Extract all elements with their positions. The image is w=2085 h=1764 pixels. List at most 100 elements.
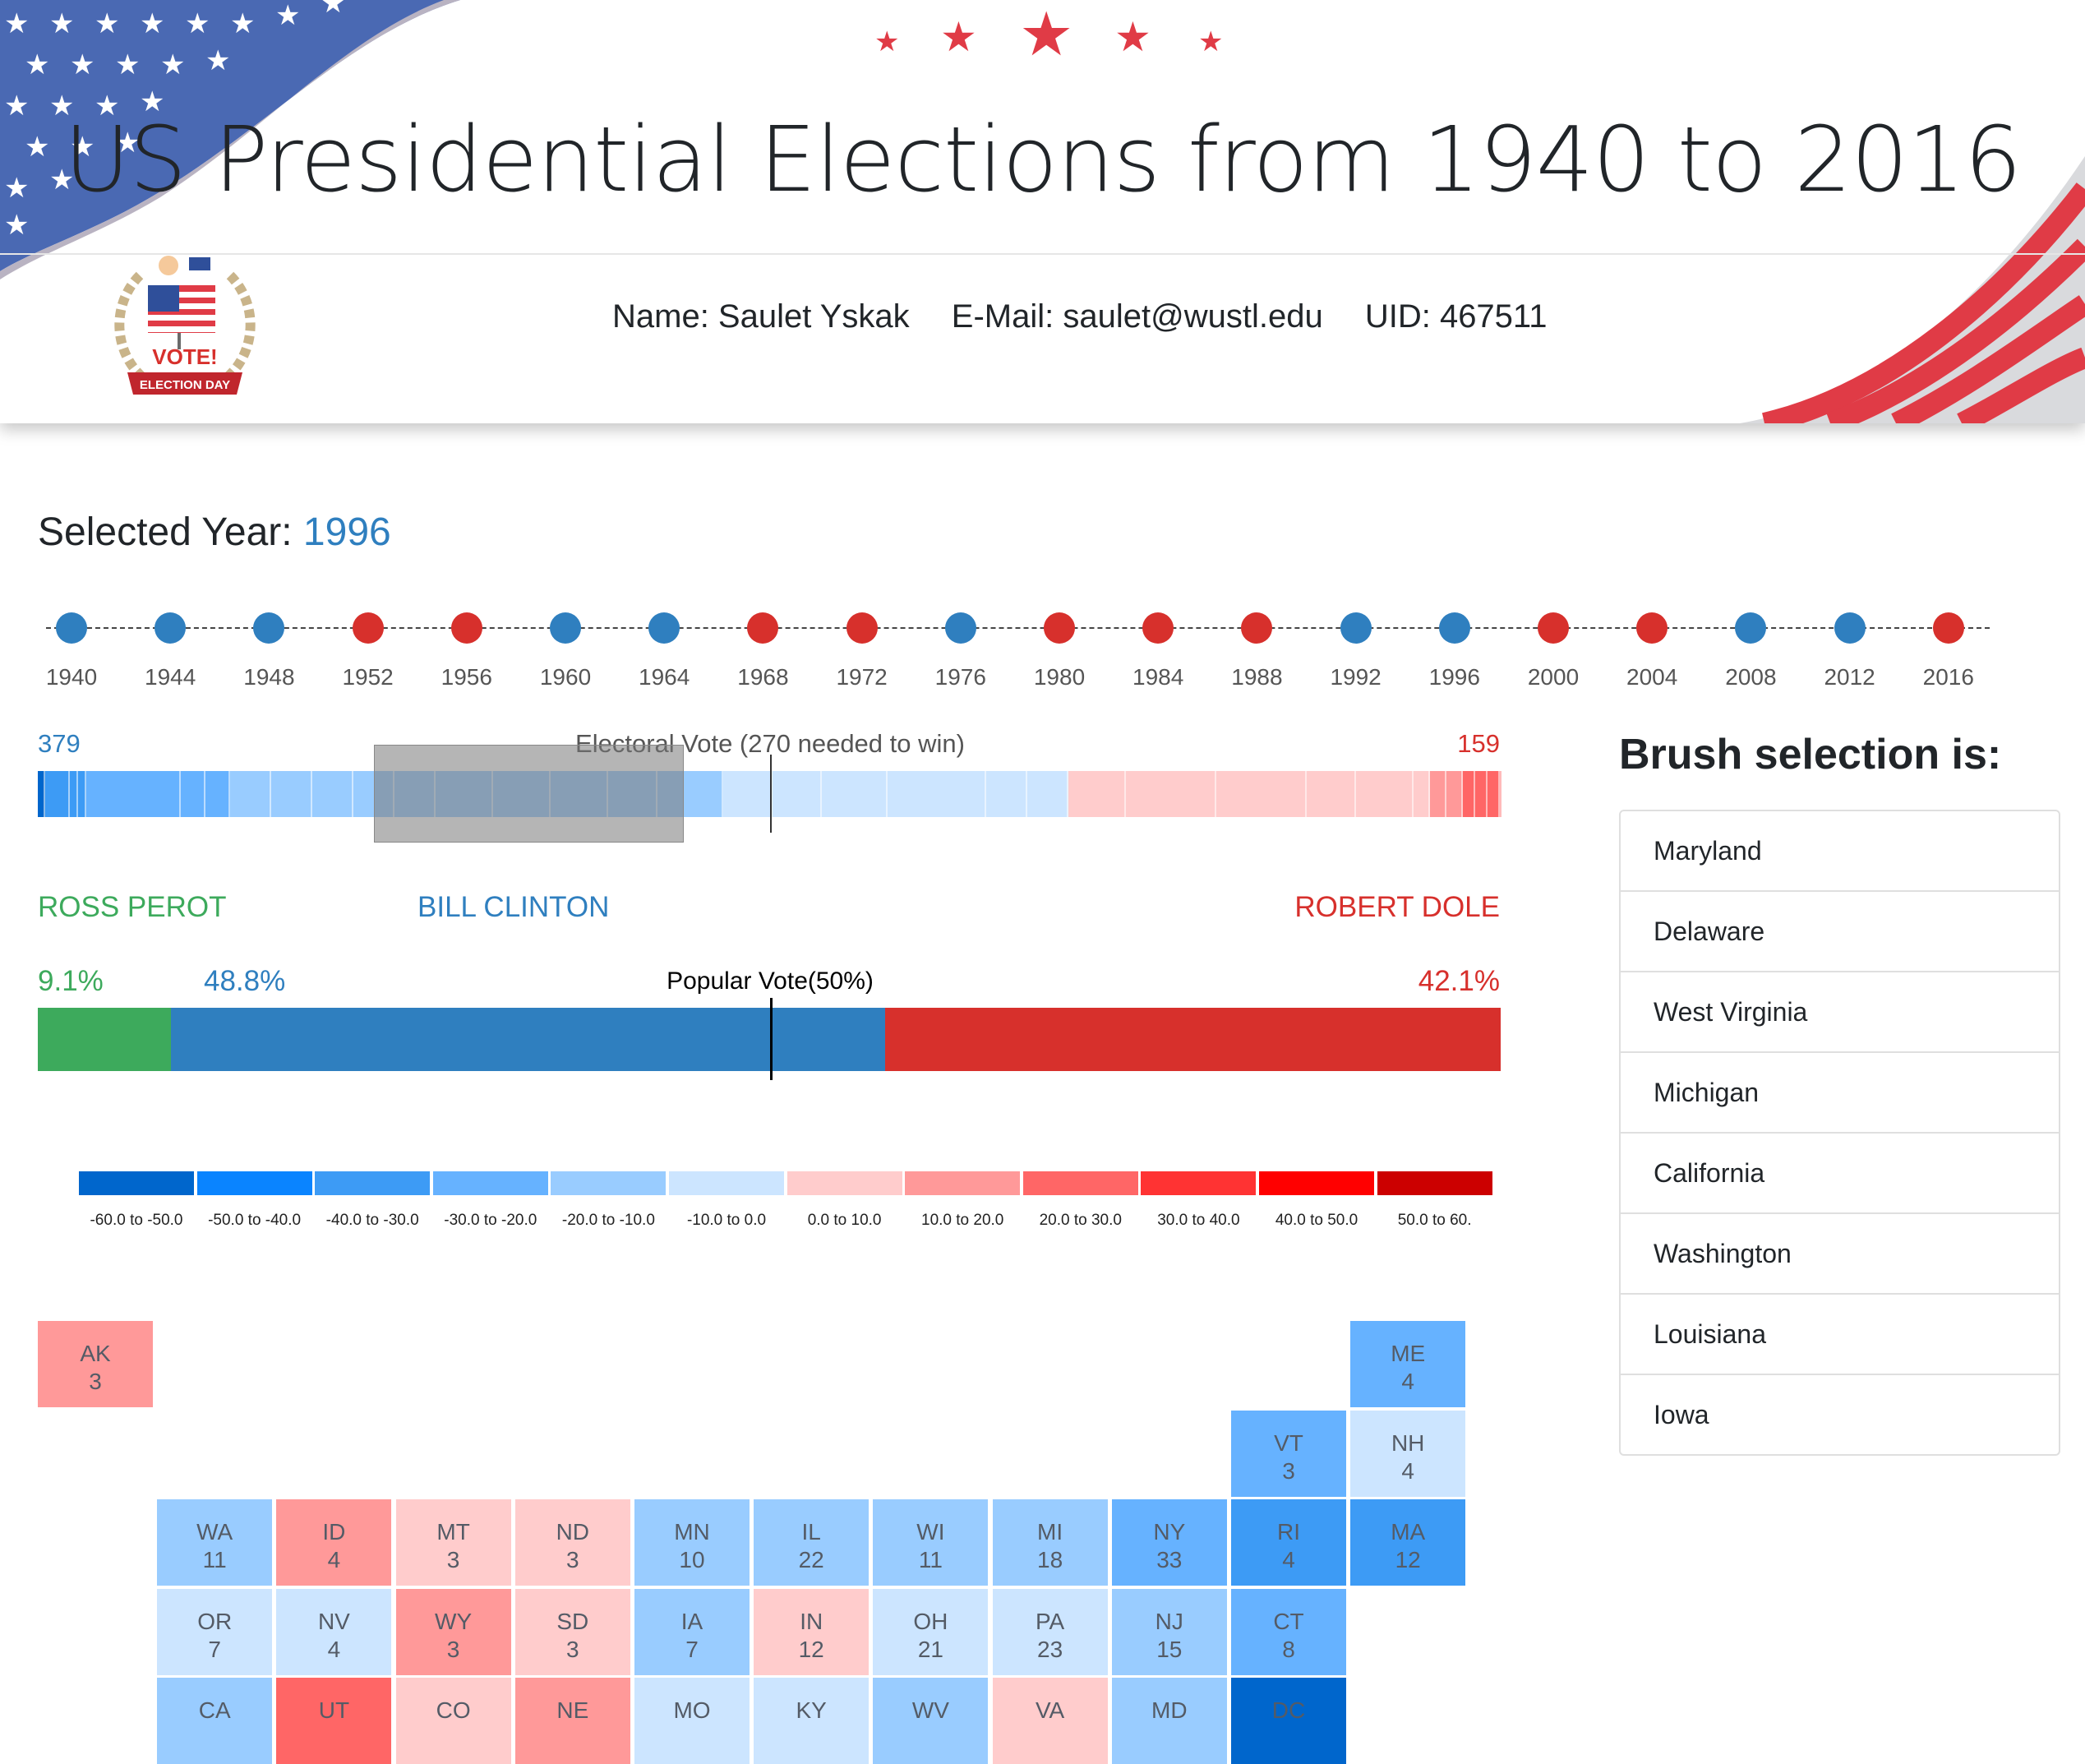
state-tile-il[interactable]: IL 22 [754, 1499, 869, 1586]
legend-label: 40.0 to 50.0 [1275, 1212, 1358, 1230]
svg-text:★: ★ [49, 7, 74, 40]
state-tile-oh[interactable]: OH 21 [873, 1589, 988, 1675]
legend-swatch [905, 1171, 1020, 1195]
list-item: Maryland [1621, 811, 2059, 892]
state-tile-ne[interactable]: NE [515, 1678, 630, 1764]
state-abbr: SD [515, 1608, 630, 1636]
electoral-segment [822, 771, 888, 817]
year-dot-1988[interactable] [1241, 612, 1272, 644]
state-electoral-votes: 11 [873, 1546, 988, 1574]
electoral-segment [1500, 771, 1501, 817]
state-tile-ia[interactable]: IA 7 [634, 1589, 750, 1675]
year-dot-1996[interactable] [1439, 612, 1470, 644]
year-timeline-line [46, 627, 1990, 629]
state-tile-or[interactable]: OR 7 [157, 1589, 272, 1675]
year-label: 1960 [540, 664, 591, 690]
state-tile-ak[interactable]: AK 3 [38, 1321, 153, 1407]
svg-text:★: ★ [205, 44, 230, 77]
state-abbr: RI [1231, 1518, 1346, 1546]
state-electoral-votes: 3 [396, 1636, 511, 1664]
electoral-segment [1356, 771, 1414, 817]
legend-swatch [79, 1171, 194, 1195]
state-tile-wy[interactable]: WY 3 [396, 1589, 511, 1675]
year-label: 1944 [145, 664, 196, 690]
state-tile-nv[interactable]: NV 4 [276, 1589, 391, 1675]
selected-year-label: Selected Year: [38, 510, 303, 554]
state-tile-nj[interactable]: NJ 15 [1112, 1589, 1227, 1675]
state-electoral-votes: 4 [276, 1636, 391, 1664]
state-abbr: MT [396, 1518, 511, 1546]
state-tile-mt[interactable]: MT 3 [396, 1499, 511, 1586]
brush-selection-handle[interactable] [374, 745, 684, 843]
legend-swatch [1023, 1171, 1138, 1195]
state-tile-co[interactable]: CO [396, 1678, 511, 1764]
year-dot-1956[interactable] [451, 612, 482, 644]
state-abbr: NV [276, 1608, 391, 1636]
popular-vote-segment-dem [171, 1008, 885, 1071]
state-tile-ny[interactable]: NY 33 [1112, 1499, 1227, 1586]
state-tile-nd[interactable]: ND 3 [515, 1499, 630, 1586]
state-electoral-votes: 21 [873, 1636, 988, 1664]
year-dot-2000[interactable] [1538, 612, 1569, 644]
year-dot-1948[interactable] [253, 612, 284, 644]
state-tile-mn[interactable]: MN 10 [634, 1499, 750, 1586]
state-tile-ky[interactable]: KY [754, 1678, 869, 1764]
state-tile-va[interactable]: VA [993, 1678, 1108, 1764]
state-tile-mi[interactable]: MI 18 [993, 1499, 1108, 1586]
state-tile-ca[interactable]: CA [157, 1678, 272, 1764]
state-tile-in[interactable]: IN 12 [754, 1589, 869, 1675]
header-divider [0, 253, 2085, 255]
state-tile-me[interactable]: ME 4 [1350, 1321, 1465, 1407]
state-electoral-votes: 4 [1350, 1457, 1465, 1485]
electoral-segment [986, 771, 1027, 817]
year-dot-1940[interactable] [56, 612, 87, 644]
state-tile-ut[interactable]: UT [276, 1678, 391, 1764]
state-abbr: NJ [1112, 1608, 1227, 1636]
state-tile-ri[interactable]: RI 4 [1231, 1499, 1346, 1586]
state-tile-wi[interactable]: WI 11 [873, 1499, 988, 1586]
legend-label: -40.0 to -30.0 [326, 1212, 419, 1230]
state-electoral-votes: 4 [1350, 1368, 1465, 1396]
year-dot-1992[interactable] [1340, 612, 1372, 644]
year-dot-1964[interactable] [648, 612, 680, 644]
year-dot-1968[interactable] [747, 612, 778, 644]
year-dot-1984[interactable] [1142, 612, 1174, 644]
year-dot-1972[interactable] [846, 612, 878, 644]
state-tile-dc[interactable]: DC [1231, 1678, 1346, 1764]
state-tile-wa[interactable]: WA 11 [157, 1499, 272, 1586]
user-name: Name: Saulet Yskak [612, 298, 910, 335]
year-dot-1976[interactable] [945, 612, 976, 644]
year-dot-1960[interactable] [550, 612, 581, 644]
svg-text:★: ★ [230, 7, 255, 40]
state-abbr: PA [993, 1608, 1108, 1636]
popular-vote-segment-ind [38, 1008, 171, 1071]
year-label: 1940 [46, 664, 97, 690]
year-dot-2012[interactable] [1834, 612, 1866, 644]
state-tile-mo[interactable]: MO [634, 1678, 750, 1764]
year-dot-1944[interactable] [155, 612, 186, 644]
electoral-segment [1463, 771, 1475, 817]
popular-vote-label: Popular Vote(50%) [667, 967, 874, 995]
list-item: West Virginia [1621, 972, 2059, 1053]
state-tile-sd[interactable]: SD 3 [515, 1589, 630, 1675]
year-dot-2016[interactable] [1933, 612, 1964, 644]
year-dot-1980[interactable] [1044, 612, 1075, 644]
star-icon: ★ [874, 28, 899, 56]
electoral-segment [1126, 771, 1216, 817]
state-tile-wv[interactable]: WV [873, 1678, 988, 1764]
state-tile-md[interactable]: MD [1112, 1678, 1227, 1764]
state-tile-vt[interactable]: VT 3 [1231, 1411, 1346, 1497]
state-tile-ct[interactable]: CT 8 [1231, 1589, 1346, 1675]
state-tile-ma[interactable]: MA 12 [1350, 1499, 1465, 1586]
legend-swatch [669, 1171, 784, 1195]
year-dot-2004[interactable] [1636, 612, 1668, 644]
state-tile-nh[interactable]: NH 4 [1350, 1411, 1465, 1497]
state-tile-pa[interactable]: PA 23 [993, 1589, 1108, 1675]
year-dot-2008[interactable] [1735, 612, 1766, 644]
svg-text:★: ★ [275, 0, 300, 32]
list-item: Louisiana [1621, 1295, 2059, 1375]
state-electoral-votes: 3 [515, 1636, 630, 1664]
year-dot-1952[interactable] [353, 612, 384, 644]
state-electoral-votes: 3 [515, 1546, 630, 1574]
state-tile-id[interactable]: ID 4 [276, 1499, 391, 1586]
